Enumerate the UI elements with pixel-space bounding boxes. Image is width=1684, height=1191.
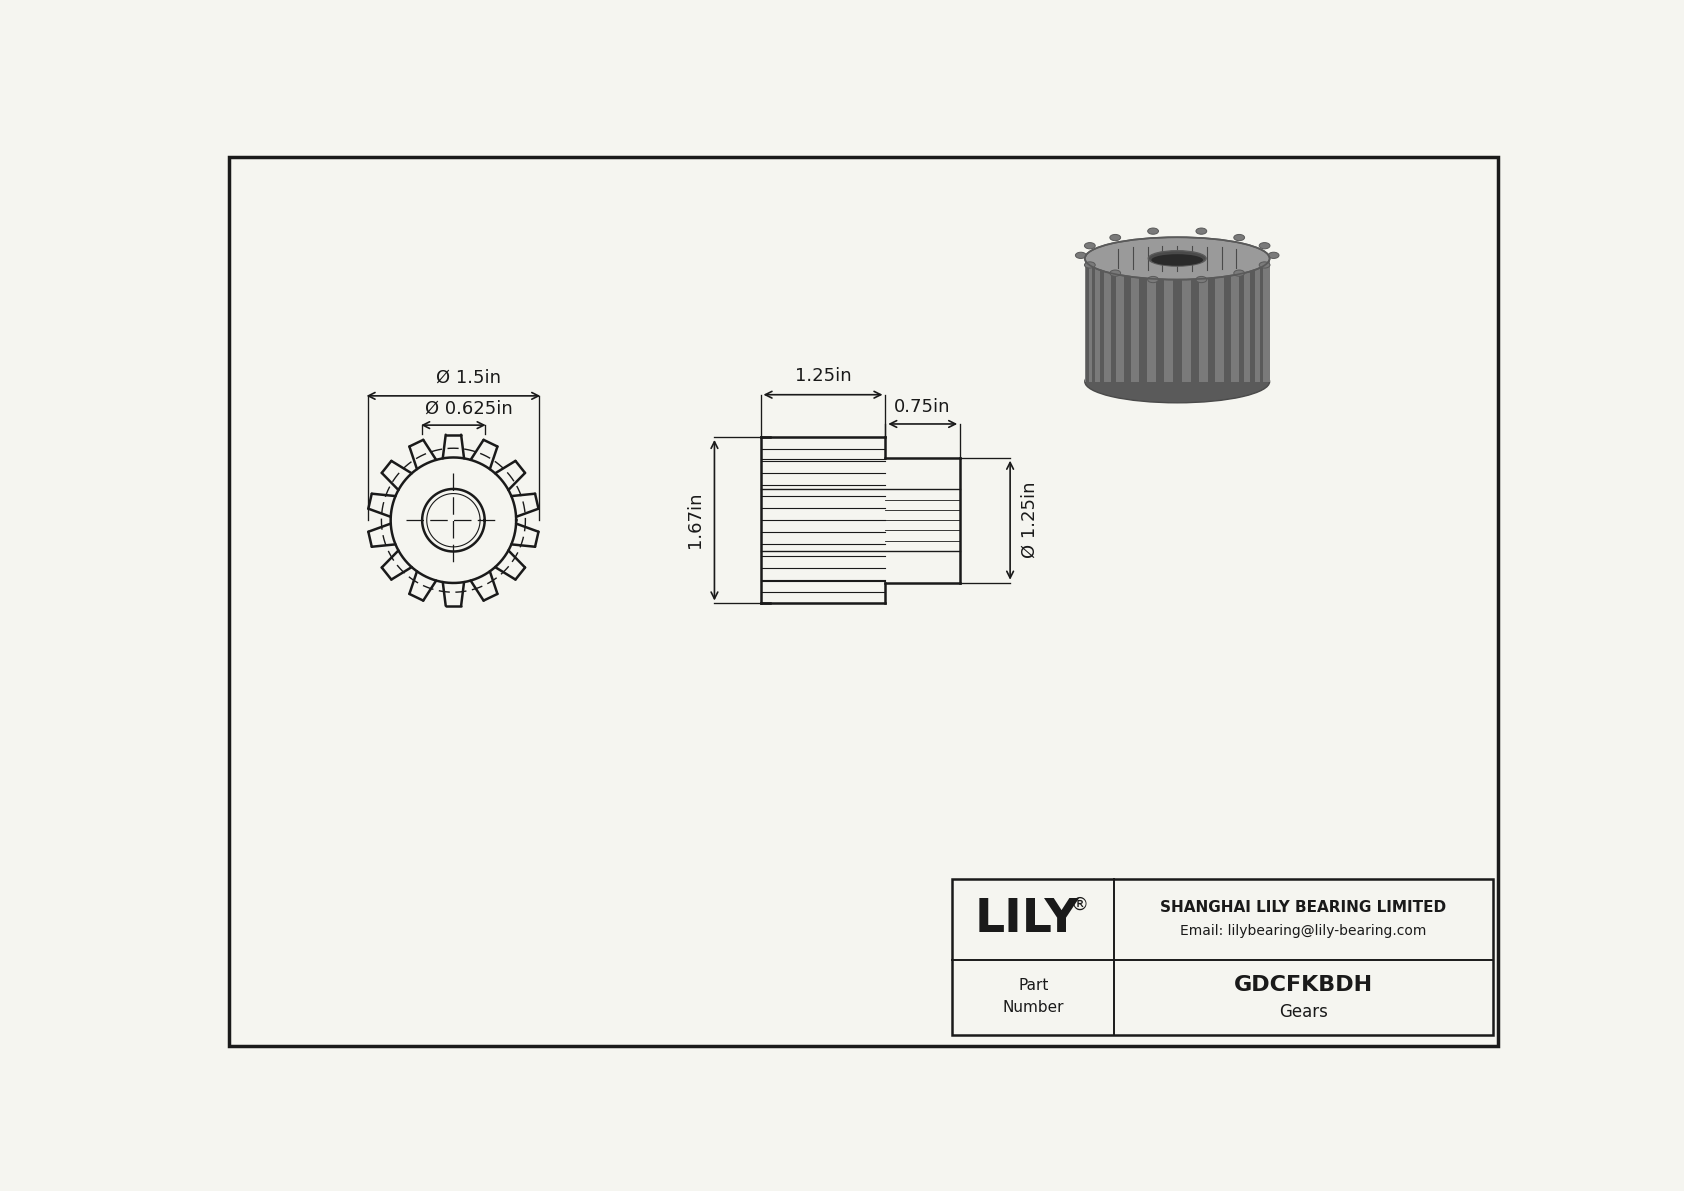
Bar [1224, 258, 1231, 381]
Ellipse shape [1110, 235, 1120, 241]
Text: GDCFKBDH: GDCFKBDH [1234, 974, 1372, 994]
Ellipse shape [1084, 361, 1270, 403]
Ellipse shape [1148, 276, 1159, 282]
Ellipse shape [1268, 252, 1280, 258]
Bar [1125, 258, 1132, 381]
Bar [1207, 258, 1216, 381]
Bar [953, 879, 1494, 1035]
Text: 0.75in: 0.75in [894, 398, 950, 417]
Bar [1138, 258, 1147, 381]
Ellipse shape [1110, 270, 1120, 276]
Ellipse shape [1234, 235, 1244, 241]
Text: Ø 1.25in: Ø 1.25in [1021, 482, 1039, 559]
Ellipse shape [1148, 227, 1159, 235]
Text: Email: lilybearing@lily-bearing.com: Email: lilybearing@lily-bearing.com [1180, 924, 1426, 937]
Ellipse shape [1076, 252, 1086, 258]
Text: SHANGHAI LILY BEARING LIMITED: SHANGHAI LILY BEARING LIMITED [1160, 900, 1447, 915]
Bar [1091, 258, 1095, 381]
Ellipse shape [1196, 227, 1207, 235]
Bar [1191, 258, 1199, 381]
Ellipse shape [1260, 243, 1270, 249]
Ellipse shape [1084, 243, 1095, 249]
Bar [1100, 258, 1105, 381]
Text: Ø 0.625in: Ø 0.625in [424, 399, 512, 417]
Bar [1155, 258, 1164, 381]
Ellipse shape [1260, 262, 1270, 268]
Ellipse shape [1234, 270, 1244, 276]
Bar [1111, 258, 1116, 381]
Text: 1.25in: 1.25in [795, 368, 852, 386]
Text: 1.67in: 1.67in [685, 492, 704, 549]
Text: ®: ® [1071, 896, 1088, 915]
Ellipse shape [1084, 237, 1270, 280]
Bar [1260, 258, 1263, 381]
Text: Gears: Gears [1280, 1003, 1329, 1021]
Bar [1174, 258, 1182, 381]
Ellipse shape [1148, 251, 1206, 266]
Ellipse shape [1084, 262, 1095, 268]
Bar [1084, 258, 1270, 381]
Ellipse shape [1152, 254, 1202, 266]
Text: LILY: LILY [975, 897, 1079, 942]
Bar [1250, 258, 1255, 381]
Bar [1239, 258, 1244, 381]
Text: Part
Number: Part Number [1002, 978, 1064, 1016]
Bar [1086, 258, 1090, 381]
Ellipse shape [1196, 276, 1207, 282]
Text: Ø 1.5in: Ø 1.5in [436, 369, 502, 387]
